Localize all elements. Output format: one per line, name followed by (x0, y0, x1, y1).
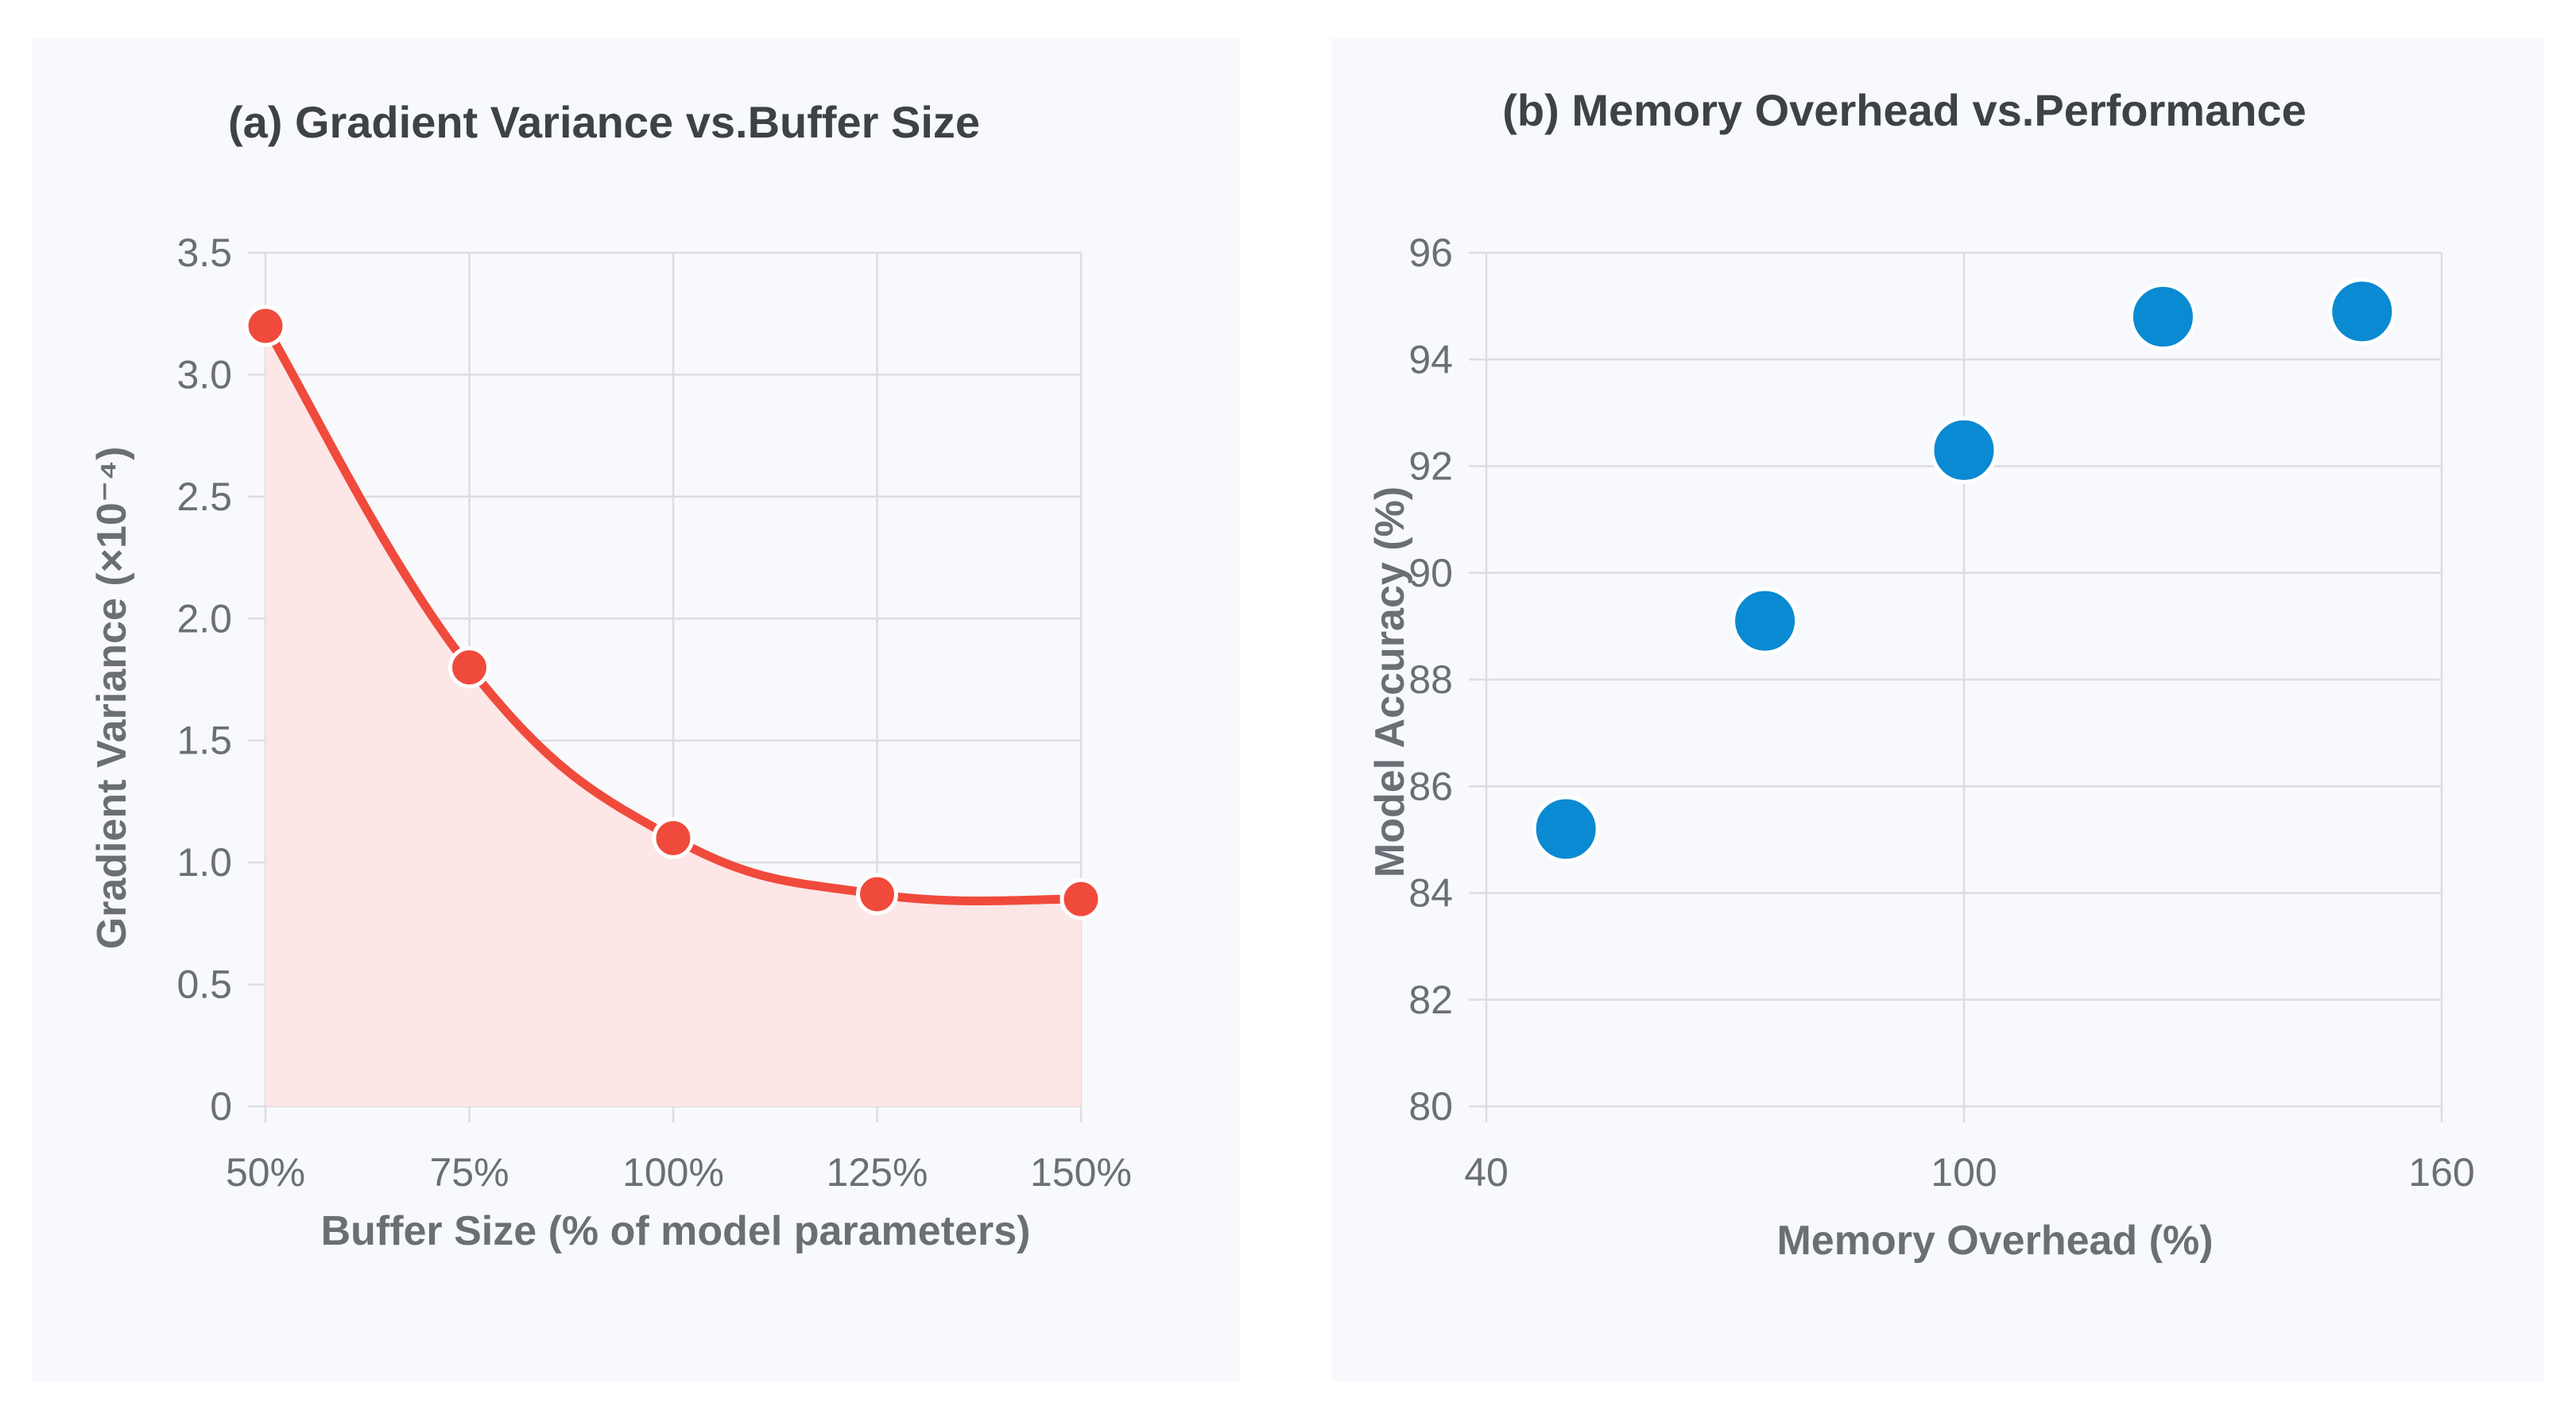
y-tick-label: 0.5 (176, 963, 232, 1007)
x-tick-label: 160 (2408, 1150, 2474, 1195)
memory-overhead-chart: (b) Memory Overhead vs.Performance 80 82 8… (1367, 85, 2475, 1264)
data-point (2129, 283, 2197, 351)
x-tick-label: 50% (226, 1150, 305, 1195)
y-tick-label: 94 (1408, 337, 1453, 382)
y-tick-label: 2.0 (176, 596, 232, 641)
y-tick-label: 3.0 (176, 352, 232, 397)
data-point (1532, 795, 1600, 863)
y-tick-label: 96 (1408, 231, 1453, 275)
x-tick-label: 100% (622, 1150, 724, 1195)
y-tick-label: 86 (1408, 764, 1453, 808)
y-tick-label: 82 (1408, 978, 1453, 1022)
y-tick-label: 88 (1408, 657, 1453, 702)
y-tick-label: 1.0 (176, 840, 232, 885)
y-tick-label: 80 (1408, 1084, 1453, 1129)
x-tick-label: 100 (1931, 1150, 1997, 1195)
x-tick-label: 40 (1464, 1150, 1509, 1195)
data-point (1930, 416, 1998, 484)
chart-title: (a) Gradient Variance vs.Buffer Size (228, 97, 980, 147)
x-axis-title: Memory Overhead (%) (1776, 1218, 2213, 1264)
data-point (652, 816, 695, 859)
data-point (856, 873, 898, 916)
y-tick-label: 1.5 (176, 719, 232, 763)
y-tick-label: 0 (210, 1084, 232, 1129)
data-point (2328, 277, 2396, 346)
x-tick-label: 150% (1030, 1150, 1132, 1195)
variance-series-line (261, 323, 1082, 905)
y-tick-label: 92 (1408, 444, 1453, 489)
chart-panel-memory-overhead: (b) Memory Overhead vs.Performance 80 82 8… (1332, 38, 2543, 1381)
y-axis-title: Gradient Variance (×10⁻⁴) (89, 447, 135, 950)
gradient-variance-chart: (a) Gradient Variance vs.Buffer Size 0 0.… (89, 97, 1132, 1254)
data-point (1059, 877, 1102, 920)
y-tick-label: 90 (1408, 551, 1453, 595)
y-tick-label: 84 (1408, 871, 1453, 916)
data-point (448, 646, 490, 689)
y-axis-title: Model Accuracy (%) (1367, 486, 1413, 877)
x-tick-label: 75% (429, 1150, 509, 1195)
data-point (244, 304, 287, 347)
y-tick-label: 2.5 (176, 475, 232, 519)
chart-panel-gradient-variance: (a) Gradient Variance vs.Buffer Size 0 0.… (32, 38, 1240, 1381)
data-point (1731, 587, 1799, 655)
y-tick-label: 3.5 (176, 231, 232, 275)
x-tick-label: 125% (827, 1150, 928, 1195)
x-axis-title: Buffer Size (% of model parameters) (321, 1208, 1031, 1254)
chart-title: (b) Memory Overhead vs.Performance (1502, 85, 2306, 135)
